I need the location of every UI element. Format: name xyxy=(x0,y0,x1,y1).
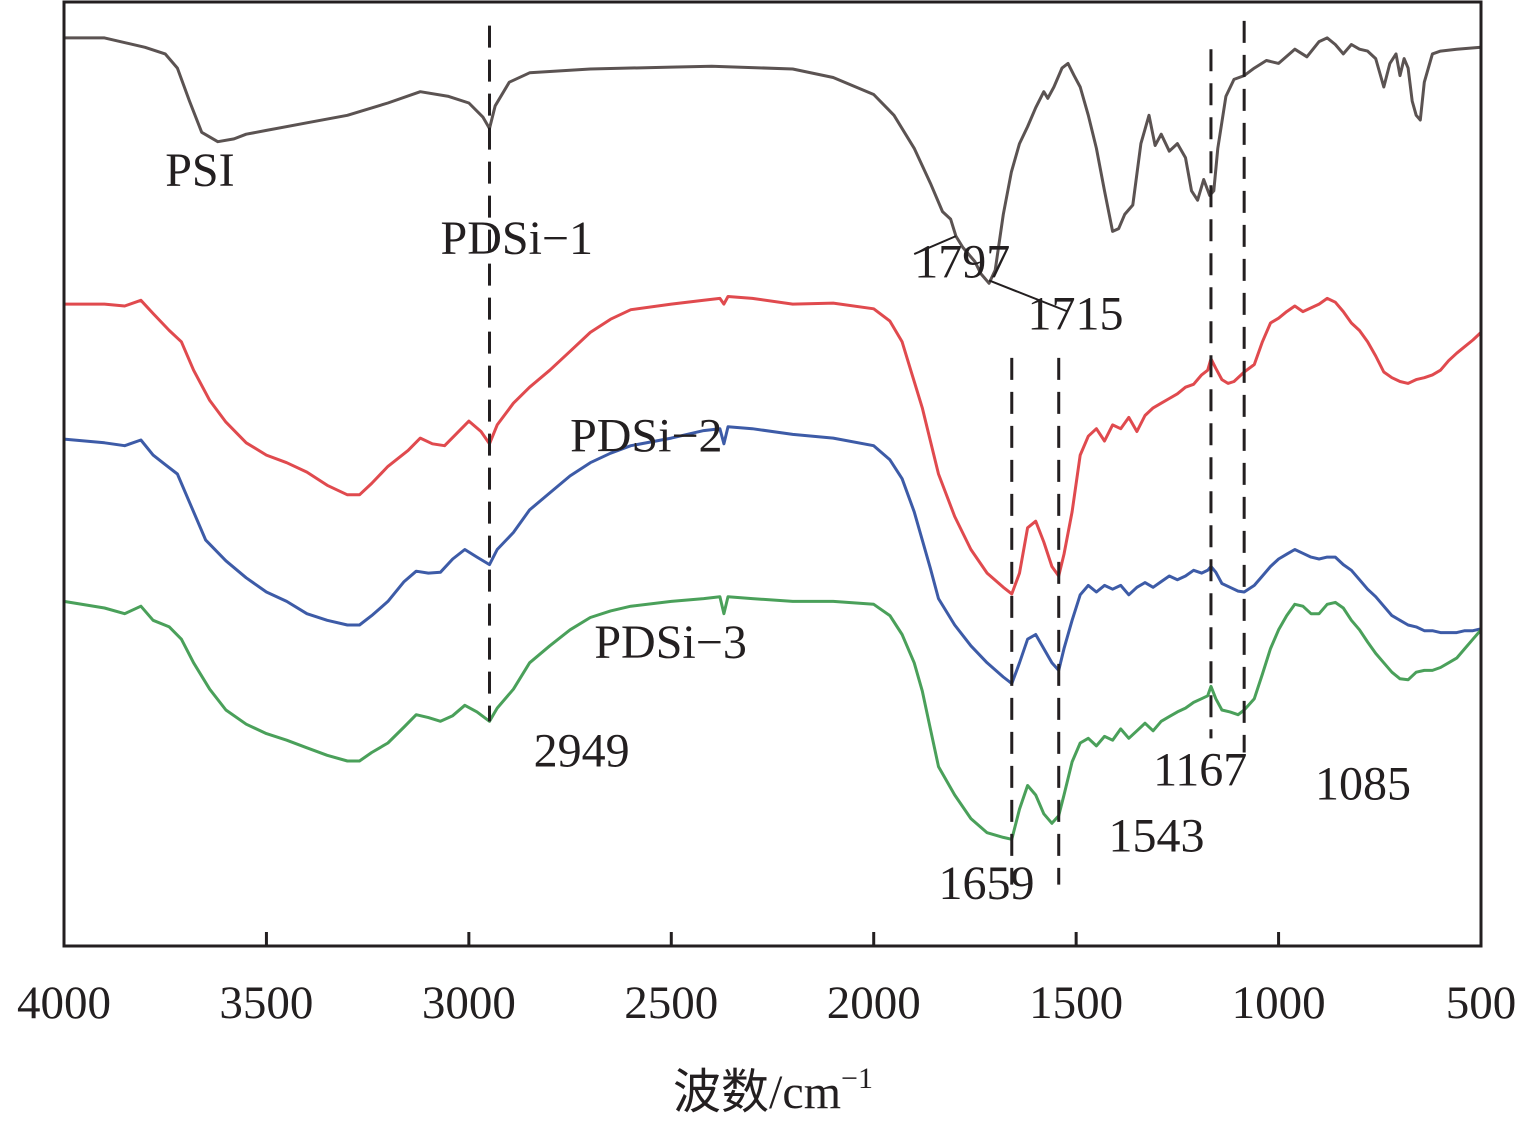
x-axis-title-superscript: −1 xyxy=(841,1062,873,1095)
chart-text: 4000 3500 3000 2500 2000 1500 1000 500 PSI PDSi−1… xyxy=(17,144,1516,1029)
series-label-pdsi-3: PDSi−3 xyxy=(594,616,746,669)
series-line-psi xyxy=(64,36,1482,285)
plot-frame xyxy=(62,0,1483,948)
x-tick-label-4000: 4000 xyxy=(17,977,111,1029)
x-axis-ticks xyxy=(62,932,1483,946)
x-tick-label-1000: 1000 xyxy=(1232,977,1326,1029)
x-tick-label-2500: 2500 xyxy=(624,977,718,1029)
peak-label-1797: 1797 xyxy=(914,236,1010,289)
leader-line-1 xyxy=(988,279,1069,313)
peak-label-1085: 1085 xyxy=(1315,758,1411,811)
x-tick-label-3500: 3500 xyxy=(219,977,313,1029)
reference-dashed-lines xyxy=(488,20,1246,885)
series-label-psi: PSI xyxy=(165,144,234,197)
peak-label-1543: 1543 xyxy=(1109,810,1205,863)
x-tick-label-500: 500 xyxy=(1446,977,1517,1029)
series-label-pdsi-2: PDSi−2 xyxy=(570,409,722,462)
peak-label-1715: 1715 xyxy=(1028,288,1124,341)
plot-border xyxy=(62,0,1483,948)
series-label-pdsi-1: PDSi−1 xyxy=(441,212,593,265)
series-line-pdsi-1 xyxy=(64,295,1483,596)
series-lines xyxy=(63,36,1483,841)
x-axis-title-main: 波数/cm xyxy=(673,1066,841,1119)
annotation-leader-lines xyxy=(913,235,1069,313)
x-tick-label-1500: 1500 xyxy=(1029,977,1123,1029)
peak-label-1167: 1167 xyxy=(1153,744,1247,797)
leader-line-0 xyxy=(913,235,957,255)
x-tick-label-2000: 2000 xyxy=(827,977,921,1029)
x-tick-label-3000: 3000 xyxy=(422,977,516,1029)
series-line-pdsi-2 xyxy=(63,425,1482,686)
peak-label-1659: 1659 xyxy=(938,857,1034,910)
x-axis-title: 波数/cm−1 xyxy=(673,1062,873,1119)
peak-label-2949: 2949 xyxy=(534,725,630,778)
series-line-pdsi-3 xyxy=(63,595,1483,841)
